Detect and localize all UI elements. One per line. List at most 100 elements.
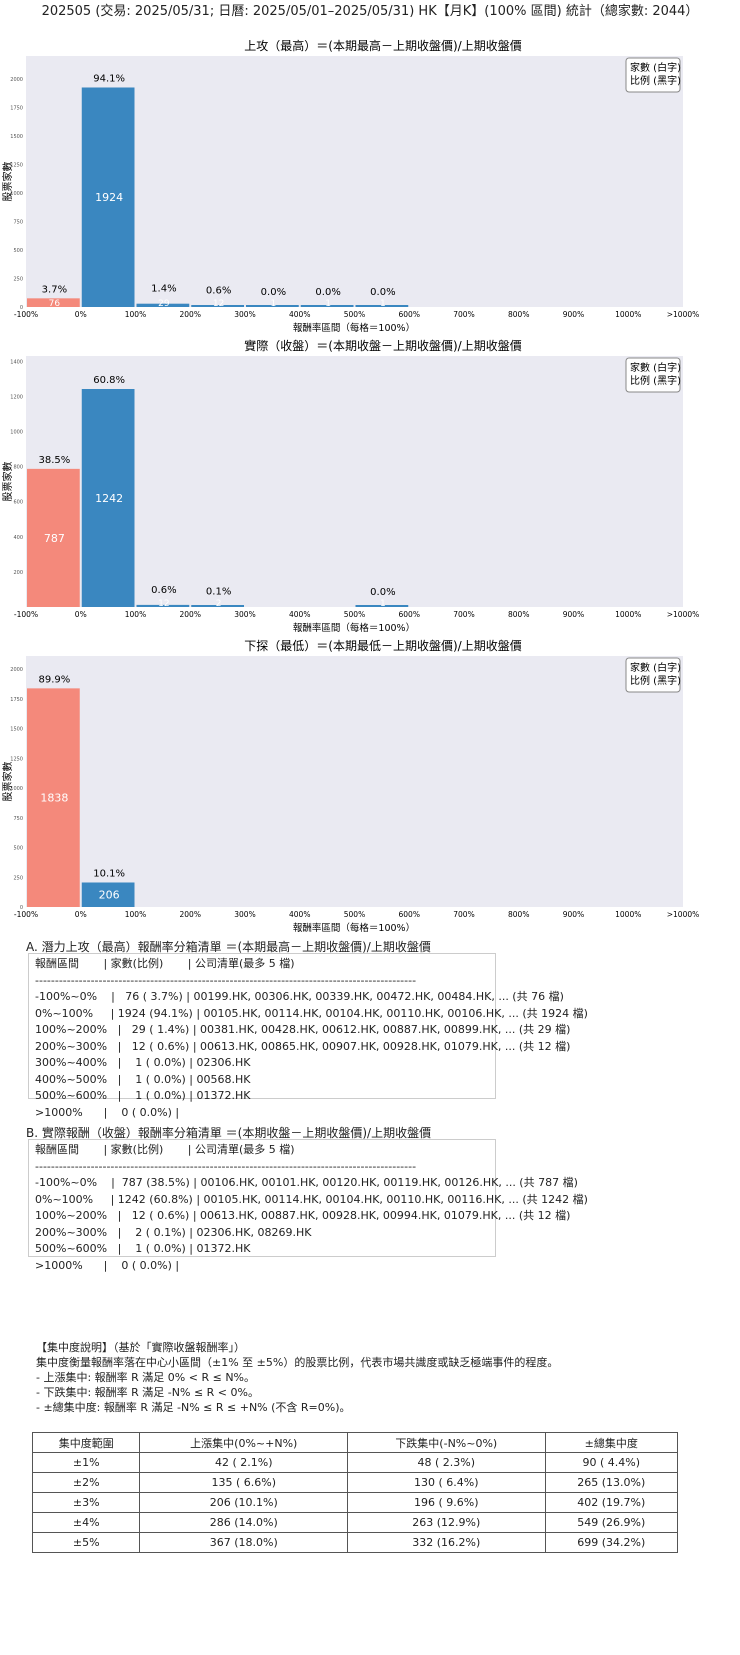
bar-count-label: 1924 bbox=[95, 191, 123, 204]
x-tick-label: 200% bbox=[180, 610, 201, 619]
x-axis-label: 報酬率區間（每格＝100%） bbox=[293, 622, 415, 634]
x-tick-label: 700% bbox=[453, 610, 474, 619]
y-tick-label: 1000 bbox=[10, 429, 23, 435]
bar-count-label: 2 bbox=[216, 599, 222, 609]
list-line: 300%~400% | 1 ( 0.0%) | 02306.HK bbox=[35, 1056, 251, 1069]
bar-pct-label: 0.0% bbox=[370, 587, 395, 598]
bar bbox=[246, 305, 299, 307]
table-cell: ±2% bbox=[31, 1472, 141, 1493]
y-tick-label: 1750 bbox=[10, 697, 23, 703]
column-header: ±總集中度 bbox=[544, 1432, 679, 1453]
bar-pct-label: 1.4% bbox=[151, 284, 176, 295]
legend-entry: 比例 (黑字) bbox=[630, 374, 681, 387]
table-cell: 286 (14.0%) bbox=[139, 1512, 349, 1533]
list-line: >1000% | 0 ( 0.0%) | bbox=[35, 1258, 180, 1272]
y-tick-label: 2000 bbox=[10, 77, 23, 83]
table-row: ±5% 367 (18.0%) 332 (16.2%) 699 (34.2%) bbox=[31, 1532, 679, 1553]
table-cell: 332 (16.2%) bbox=[347, 1532, 546, 1553]
x-tick-label: 300% bbox=[234, 310, 255, 319]
bar-count-label: 787 bbox=[44, 532, 65, 545]
plot-area bbox=[26, 656, 683, 907]
y-tick-label: 750 bbox=[13, 219, 23, 225]
bar bbox=[136, 303, 190, 307]
x-tick-label: >1000% bbox=[667, 610, 700, 619]
x-tick-label: 600% bbox=[399, 910, 420, 919]
y-axis-label: 股票家數 bbox=[1, 162, 14, 202]
x-tick-label: 100% bbox=[125, 910, 146, 919]
y-tick-label: 1000 bbox=[10, 786, 23, 792]
bar bbox=[355, 305, 409, 307]
list-line: 100%~200% | 12 ( 0.6%) | 00613.HK, 00887… bbox=[35, 1209, 571, 1222]
bar-pct-label: 0.0% bbox=[315, 287, 340, 298]
y-tick-label: 1200 bbox=[10, 394, 23, 400]
list-line: >1000% | 0 ( 0.0%) | bbox=[35, 1105, 180, 1119]
x-tick-label: 900% bbox=[563, 910, 584, 919]
bar-count-label: 1 bbox=[380, 299, 386, 309]
x-tick-label: -100% bbox=[14, 310, 38, 319]
x-tick-label: 200% bbox=[180, 910, 201, 919]
table-cell: 206 (10.1%) bbox=[139, 1492, 349, 1513]
x-tick-label: 0% bbox=[75, 610, 87, 619]
concentration-table: 集中度範圍 上漲集中(0%~+N%) 下跌集中(-N%~0%) ±總集中度 ±1% 42 … bbox=[31, 1432, 679, 1553]
table-cell: 263 (12.9%) bbox=[347, 1512, 546, 1533]
x-tick-label: 1000% bbox=[615, 610, 641, 619]
bar-count-label: 12 bbox=[213, 299, 224, 309]
y-tick-label: 250 bbox=[13, 875, 23, 881]
list-line: ----------------------------------------… bbox=[35, 1159, 417, 1173]
x-tick-label: 0% bbox=[75, 910, 87, 919]
legend-entry: 比例 (黑字) bbox=[630, 74, 681, 87]
y-axis-label: 股票家數 bbox=[1, 762, 14, 802]
table-cell: 699 (34.2%) bbox=[544, 1532, 679, 1553]
y-tick-label: 0 bbox=[20, 905, 23, 911]
table-cell: 367 (18.0%) bbox=[139, 1532, 349, 1553]
x-tick-label: 100% bbox=[125, 610, 146, 619]
table-row: ±2% 135 ( 6.6%) 130 ( 6.4%) 265 (13.0%) bbox=[31, 1472, 679, 1493]
bar-count-label: 1838 bbox=[40, 792, 68, 805]
bar-count-label: 29 bbox=[158, 299, 170, 309]
bar-count-label: 1 bbox=[271, 299, 277, 309]
table-cell: 130 ( 6.4%) bbox=[347, 1472, 546, 1493]
table-cell: ±1% bbox=[31, 1452, 141, 1473]
bar bbox=[81, 882, 135, 907]
y-tick-label: 1250 bbox=[10, 162, 23, 168]
legend-entry: 家數 (白字) bbox=[630, 661, 681, 674]
table-cell: ±5% bbox=[31, 1532, 141, 1553]
column-header: 上漲集中(0%~+N%) bbox=[139, 1432, 349, 1453]
note-line: 【集中度說明】（基於「實際收盤報酬率」） bbox=[36, 1341, 245, 1354]
x-tick-label: 100% bbox=[125, 310, 146, 319]
bar-count-label: 1242 bbox=[95, 492, 123, 505]
table-cell: 549 (26.9%) bbox=[544, 1512, 679, 1533]
x-tick-label: 600% bbox=[399, 610, 420, 619]
list-line: 0%~100% | 1242 (60.8%) | 00105.HK, 00114… bbox=[35, 1192, 588, 1206]
bar-count-label: 12 bbox=[158, 599, 169, 609]
bar-pct-label: 0.1% bbox=[206, 587, 231, 598]
note-line: - 下跌集中: 報酬率 R 滿足 -N% ≤ R < 0%。 bbox=[36, 1386, 259, 1399]
list-line: 200%~300% | 12 ( 0.6%) | 00613.HK, 00865… bbox=[35, 1039, 571, 1053]
list-line: -100%~0% | 787 (38.5%) | 00106.HK, 00101… bbox=[35, 1176, 578, 1189]
y-tick-label: 600 bbox=[13, 500, 23, 506]
bar-pct-label: 0.0% bbox=[261, 287, 286, 298]
legend-box bbox=[625, 57, 681, 93]
y-tick-label: 0 bbox=[20, 305, 23, 311]
table-cell: 135 ( 6.6%) bbox=[139, 1472, 349, 1493]
x-tick-label: 1000% bbox=[615, 910, 641, 919]
x-axis-label: 報酬率區間（每格＝100%） bbox=[293, 322, 415, 334]
bar bbox=[300, 305, 354, 307]
x-tick-label: 800% bbox=[508, 310, 529, 319]
bar-pct-label: 0.6% bbox=[151, 585, 176, 596]
table-cell: 48 ( 2.3%) bbox=[347, 1452, 546, 1473]
x-tick-label: -100% bbox=[14, 610, 38, 619]
y-tick-label: 1500 bbox=[10, 134, 23, 140]
y-tick-label: 400 bbox=[13, 535, 23, 541]
x-tick-label: >1000% bbox=[667, 910, 700, 919]
x-tick-label: 200% bbox=[180, 310, 201, 319]
bar bbox=[191, 605, 244, 607]
bar bbox=[136, 604, 190, 607]
note-line: 集中度衡量報酬率落在中心小區間（±1% 至 ±5%）的股票比例，代表市場共識度或… bbox=[36, 1356, 559, 1369]
section-b-title: B. 實際報酬（收盤）報酬率分箱清單 ＝(本期收盤－上期收盤價)/上期收盤價 bbox=[26, 1126, 432, 1140]
x-axis-label: 報酬率區間（每格＝100%） bbox=[293, 922, 415, 934]
table-cell: 402 (19.7%) bbox=[544, 1492, 679, 1513]
bar bbox=[27, 298, 80, 307]
x-tick-label: 700% bbox=[453, 910, 474, 919]
bar bbox=[81, 388, 135, 607]
